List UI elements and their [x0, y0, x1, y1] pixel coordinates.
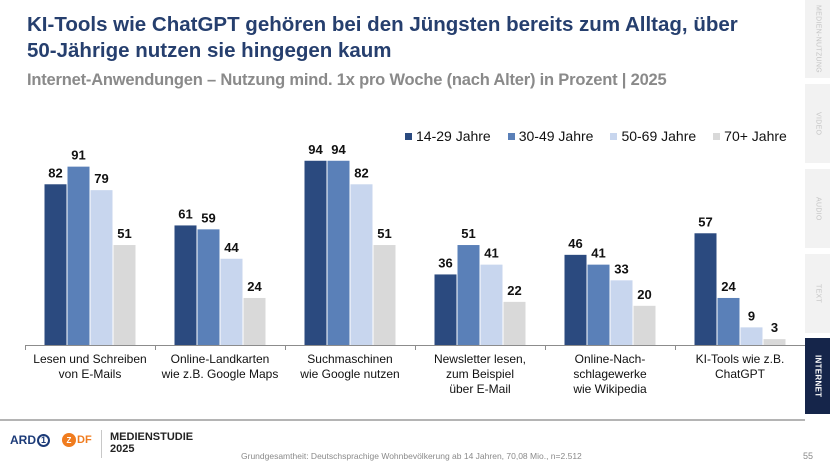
data-label: 46 — [568, 236, 582, 251]
brand-line-1: MEDIENSTUDIE — [110, 431, 194, 443]
bar — [327, 160, 350, 345]
bar — [564, 254, 587, 345]
data-label: 57 — [698, 214, 712, 229]
category-label: Online-Nach-schlagewerke wie Wikipedia — [572, 352, 647, 396]
data-label: 91 — [71, 148, 85, 163]
bar — [44, 184, 67, 345]
bar — [90, 190, 113, 345]
legend-swatch — [610, 132, 618, 140]
data-label: 22 — [507, 283, 521, 298]
data-label: 9 — [748, 308, 755, 323]
bar — [694, 233, 717, 345]
sidebar-tab-mediennutzung[interactable]: MEDIEN-NUTZUNG — [805, 0, 830, 78]
data-label: 82 — [48, 165, 62, 180]
legend-item: 50-69 Jahre — [610, 128, 696, 144]
legend-swatch — [507, 132, 515, 140]
ard-logo: ARD 1 — [10, 433, 50, 447]
data-label: 79 — [94, 171, 108, 186]
bar — [174, 225, 197, 345]
data-label: 94 — [308, 142, 323, 157]
category-label: Online-Landkarten wie z.B. Google Maps — [161, 352, 279, 381]
bar-chart: 82 91 79 51 Lesen und Schreiben von E-Mails 61… — [25, 142, 805, 396]
data-label: 51 — [377, 226, 391, 241]
bar — [480, 264, 503, 345]
sidebar-tab-text[interactable]: TEXT — [805, 254, 830, 333]
bar — [763, 339, 786, 345]
data-label: 41 — [484, 246, 498, 261]
sidebar-tab-label: VIDEO — [814, 111, 822, 136]
legend-label: 50-69 Jahre — [621, 128, 697, 144]
bar — [610, 280, 633, 345]
data-label: 82 — [354, 165, 368, 180]
legend-item: 14-29 Jahre — [405, 128, 491, 144]
footer-divider — [0, 419, 805, 421]
data-label: 36 — [438, 255, 452, 270]
data-label: 20 — [637, 287, 651, 302]
chart-legend: 14-29 Jahre 30-49 Jahre 50-69 Jahre 70+ … — [405, 128, 787, 144]
ard-one-icon: 1 — [37, 433, 50, 447]
data-label: 94 — [331, 142, 346, 157]
data-label: 33 — [614, 261, 628, 276]
bar — [113, 245, 136, 345]
zdf-logo: Z DF — [62, 433, 92, 447]
bar — [457, 245, 480, 345]
data-label: 51 — [461, 226, 475, 241]
zdf-circle-icon: Z — [62, 433, 76, 447]
data-label: 51 — [117, 226, 131, 241]
slide-title: KI-Tools wie ChatGPT gehören bei den Jün… — [27, 13, 738, 62]
ard-logo-text: ARD — [10, 433, 36, 447]
bar — [304, 160, 327, 345]
legend-swatch — [713, 132, 721, 140]
bar — [373, 245, 396, 345]
sidebar-tab-label: INTERNET — [813, 354, 823, 398]
bar — [350, 184, 373, 345]
data-label: 59 — [201, 210, 215, 225]
category-label: Lesen und Schreiben von E-Mails — [33, 352, 146, 381]
bar — [220, 258, 243, 345]
sidebar-tab-audio[interactable]: AUDIO — [805, 169, 830, 248]
bar — [243, 297, 266, 345]
data-label: 61 — [178, 206, 192, 221]
data-label: 3 — [771, 320, 778, 335]
sidebar-tab-video[interactable]: VIDEO — [805, 84, 830, 163]
bar — [503, 301, 526, 345]
bar — [197, 229, 220, 345]
category-label: Newsletter lesen, zum Beispiel über E-Mail — [434, 352, 526, 396]
sidebar-tab-label: AUDIO — [814, 196, 822, 221]
page-number: 55 — [803, 451, 814, 461]
legend-label: 30-49 Jahre — [518, 128, 594, 144]
data-label: 24 — [721, 279, 736, 294]
section-sidebar: MEDIEN-NUTZUNG VIDEO AUDIO TEXT INTERNET — [805, 0, 830, 414]
bar — [434, 274, 457, 345]
legend-label: 14-29 Jahre — [416, 128, 491, 144]
bar — [717, 297, 740, 345]
bar — [587, 264, 610, 345]
data-label: 44 — [224, 240, 239, 255]
legend-swatch — [405, 132, 412, 140]
logo-divider — [101, 430, 102, 458]
footnote: Grundgesamtheit: Deutschsprachige Wohnbe… — [241, 451, 582, 461]
legend-item: 70+ Jahre — [713, 128, 787, 144]
bar — [740, 327, 763, 345]
sidebar-tab-label: MEDIEN-NUTZUNG — [814, 5, 822, 73]
sidebar-tab-label: TEXT — [814, 283, 822, 304]
brand-line-2: 2025 — [110, 443, 135, 455]
data-label: 24 — [247, 279, 262, 294]
chart-subtitle: Internet-Anwendungen – Nutzung mind. 1x … — [27, 71, 667, 89]
zdf-logo-text: DF — [77, 434, 92, 446]
bar — [633, 305, 656, 345]
legend-label: 70+ Jahre — [724, 128, 787, 144]
legend-item: 30-49 Jahre — [507, 128, 594, 144]
category-label: Suchmaschinen wie Google nutzen — [299, 352, 399, 381]
data-label: 41 — [591, 246, 605, 261]
brand-name: MEDIENSTUDIE 2025 — [110, 431, 193, 455]
sidebar-tab-internet[interactable]: INTERNET — [805, 338, 830, 414]
category-label: KI-Tools wie z.B. ChatGPT — [696, 352, 785, 381]
bar — [67, 166, 90, 345]
